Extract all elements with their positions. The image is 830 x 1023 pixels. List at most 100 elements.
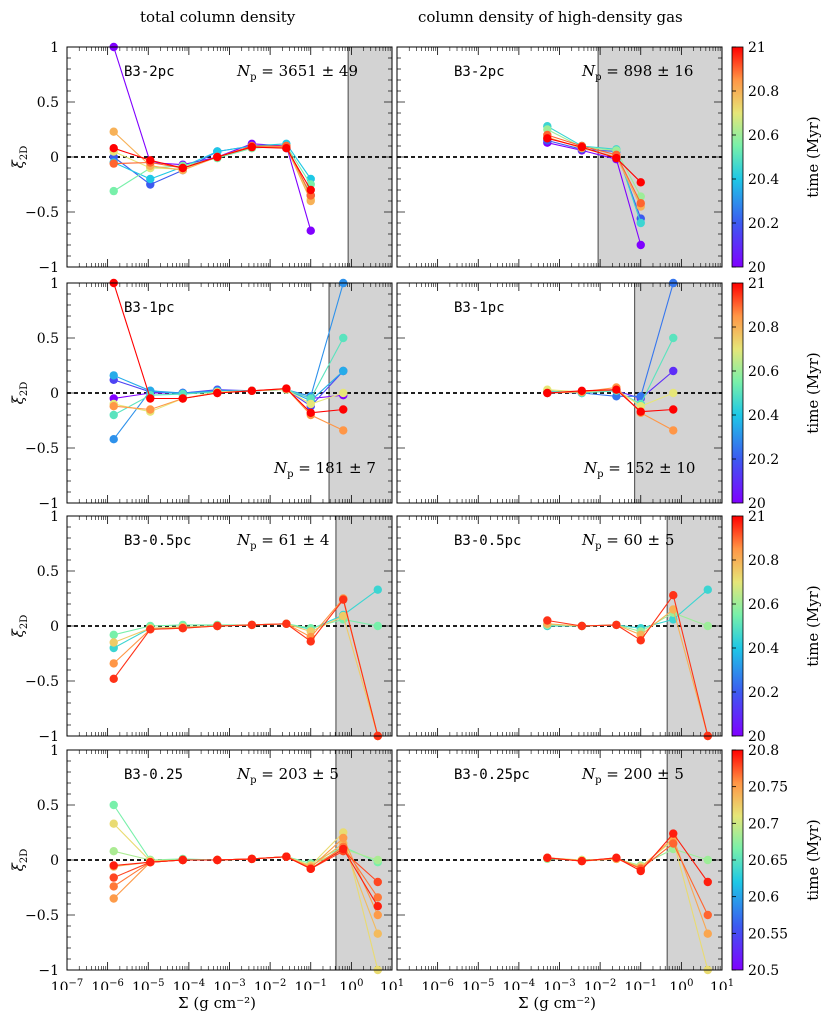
x-tick-label: 10−4 <box>503 978 536 990</box>
series-line <box>547 593 709 737</box>
model-label: B3-1pc <box>124 300 175 316</box>
data-point <box>373 902 382 911</box>
x-tick-label: 10−5 <box>132 978 165 990</box>
np-label: Np = 152 ± 10 <box>583 459 695 480</box>
np-label: Np = 61 ± 4 <box>236 531 329 552</box>
data-point <box>543 853 552 862</box>
data-point <box>339 426 348 435</box>
data-point <box>306 864 315 873</box>
data-point <box>339 611 348 621</box>
data-point <box>109 144 118 153</box>
colorbar-strip <box>731 282 744 504</box>
y-tick-label: 0.5 <box>37 95 59 111</box>
x-tick-label: 10−1 <box>294 978 327 990</box>
data-point <box>612 385 621 394</box>
data-point <box>109 410 118 420</box>
data-point <box>109 800 118 810</box>
colorbar-tick-label: 20.6 <box>748 364 779 380</box>
colorbar-tick-label: 20.2 <box>748 685 779 701</box>
x-tick-label: 101 <box>380 978 404 990</box>
data-point <box>373 855 382 865</box>
y-tick-label: 0 <box>50 853 59 869</box>
y-tick-label: 0.5 <box>37 564 59 580</box>
x-axis-label-left: Σ (g cm⁻²) <box>178 994 257 1012</box>
colorbar-2: 20 20.2 20.4 20.6 20.8 21 time (Myr) <box>731 276 822 512</box>
y-tick-label: 0.5 <box>37 798 59 814</box>
colorbar-tick-label: 21 <box>748 40 766 56</box>
x-tick-label: 10−2 <box>254 978 287 990</box>
data-point <box>543 616 552 625</box>
np-label: Np = 200 ± 5 <box>581 765 684 786</box>
data-point <box>339 366 348 376</box>
data-point <box>636 218 645 228</box>
model-label: B3-0.25pc <box>454 767 530 783</box>
data-point <box>213 855 222 865</box>
data-point <box>109 435 118 444</box>
np-label: Np = 203 ± 5 <box>236 765 339 786</box>
x-tick-label: 10−6 <box>421 978 454 990</box>
series-line <box>547 134 642 204</box>
y-axis-label: ξ2D <box>9 615 30 638</box>
data-point <box>306 185 315 195</box>
data-point <box>109 819 118 828</box>
data-point <box>109 186 118 196</box>
colorbar-label: time (Myr) <box>804 819 822 900</box>
data-point <box>146 394 155 403</box>
panel-frame <box>66 46 393 268</box>
series-line <box>547 129 642 197</box>
np-label: Np = 60 ± 5 <box>581 531 674 552</box>
data-point <box>146 858 155 867</box>
data-point <box>669 839 678 848</box>
data-point <box>636 392 645 401</box>
colorbar-tick-label: 20.2 <box>748 216 779 232</box>
y-tick-label: 1 <box>50 40 59 56</box>
data-point <box>282 384 291 393</box>
data-point <box>669 388 678 398</box>
colorbar-tick-label: 20.8 <box>748 320 779 336</box>
column-title-high-density: column density of high-density gas <box>418 8 683 26</box>
data-point <box>109 127 118 136</box>
data-point <box>109 659 118 668</box>
data-point <box>612 620 621 630</box>
np-label: Np = 3651 ± 49 <box>236 62 358 83</box>
panel-row4-right: B3-0.25pc Np = 200 ± 5 10−6 10−5 10−4 10−3 10−… <box>396 749 734 990</box>
data-point <box>373 910 382 920</box>
panel-frame <box>396 515 723 737</box>
data-point <box>339 595 348 604</box>
panel-row3-right: B3-0.5pc Np = 60 ± 5 <box>396 515 723 741</box>
data-point <box>703 855 712 865</box>
data-point <box>109 402 118 411</box>
y-tick-label: −1 <box>38 260 59 276</box>
data-point <box>247 620 257 630</box>
y-axis-label: ξ2D <box>9 146 30 169</box>
np-label: Np = 181 ± 7 <box>273 459 376 480</box>
data-point <box>339 844 348 854</box>
y-tick-label: −0.5 <box>25 441 59 457</box>
colorbar-tick-label: 20.4 <box>748 172 779 188</box>
series-line <box>547 832 709 883</box>
colorbar-tick-label: 20 <box>748 729 766 745</box>
x-tick-label: 10−5 <box>462 978 495 990</box>
data-point <box>703 910 712 920</box>
data-point <box>703 929 712 938</box>
data-point <box>306 399 315 409</box>
colorbar-tick-label: 21 <box>748 509 766 525</box>
y-tick-label: 0.5 <box>37 331 59 347</box>
data-point <box>636 636 645 645</box>
series-line <box>113 282 344 414</box>
series-line <box>547 142 642 246</box>
colorbar-tick-label: 20.75 <box>748 780 788 796</box>
y-tick-label: −1 <box>38 963 59 979</box>
y-tick-label: 1 <box>50 743 59 759</box>
y-tick-label: −0.5 <box>25 205 59 221</box>
y-tick-label: −0.5 <box>25 674 59 690</box>
x-tick-label: 100 <box>339 978 363 990</box>
y-tick-label: 0 <box>50 386 59 402</box>
model-label: B3-1pc <box>454 300 505 316</box>
data-point <box>178 624 187 633</box>
data-point <box>636 178 645 187</box>
figure-canvas: B3-2pc Np = 3651 ± 4910.50−0.5−1ξ2DB3-2pc… <box>9 40 822 990</box>
data-point <box>213 621 222 631</box>
colorbar-label: time (Myr) <box>804 585 822 666</box>
model-label: B3-2pc <box>124 64 175 80</box>
